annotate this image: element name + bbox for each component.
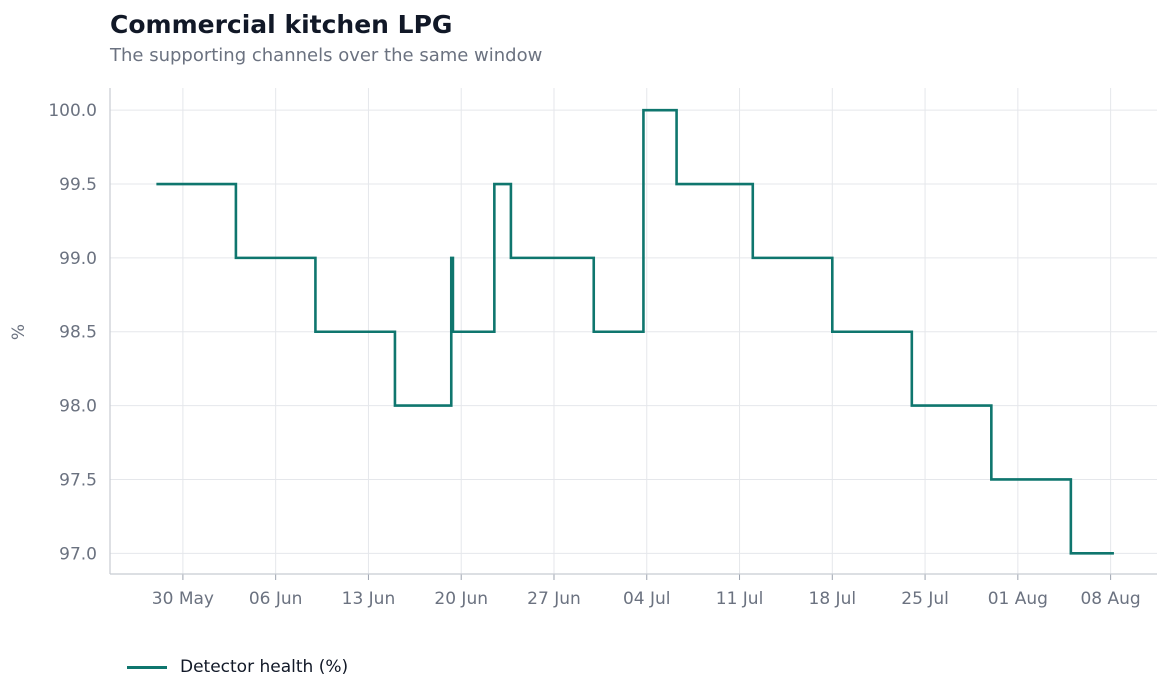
chart-subtitle: The supporting channels over the same wi… — [110, 45, 543, 66]
x-tick-label: 01 Aug — [988, 589, 1048, 609]
legend: Detector health (%) — [127, 657, 348, 677]
line-chart: 97.0 97.5 98.0 98.5 99.0 99.5 100.0 30 May 06 Ju… — [9, 88, 1157, 609]
chart-title: Commercial kitchen LPG — [110, 10, 453, 39]
x-tick-label: 13 Jun — [342, 589, 396, 609]
y-tick-label: 97.5 — [59, 470, 97, 490]
y-tick-label: 98.0 — [59, 397, 97, 417]
x-tick-label: 27 Jun — [527, 589, 581, 609]
series-lines — [156, 108, 1114, 555]
y-tick-label: 100.0 — [48, 101, 97, 121]
legend-label: Detector health (%) — [180, 657, 349, 677]
x-tick-label: 08 Aug — [1080, 589, 1140, 609]
grid — [110, 88, 1157, 574]
tick-labels: 97.0 97.5 98.0 98.5 99.0 99.5 100.0 30 May 06 Ju… — [48, 101, 1140, 609]
series-line — [156, 108, 1114, 555]
y-tick-label: 99.0 — [59, 249, 97, 269]
x-tick-label: 18 Jul — [809, 589, 857, 609]
x-tick-label: 06 Jun — [249, 589, 303, 609]
y-axis-label: % — [9, 324, 29, 340]
x-tick-label: 30 May — [152, 589, 214, 609]
x-tick-label: 25 Jul — [901, 589, 949, 609]
axes — [109, 88, 1157, 580]
x-tick-label: 11 Jul — [716, 589, 764, 609]
legend-swatch — [127, 665, 167, 669]
x-tick-label: 20 Jun — [434, 589, 488, 609]
y-tick-label: 99.5 — [59, 175, 97, 195]
x-tick-label: 04 Jul — [623, 589, 671, 609]
y-tick-label: 98.5 — [59, 323, 97, 343]
y-tick-label: 97.0 — [59, 544, 97, 564]
